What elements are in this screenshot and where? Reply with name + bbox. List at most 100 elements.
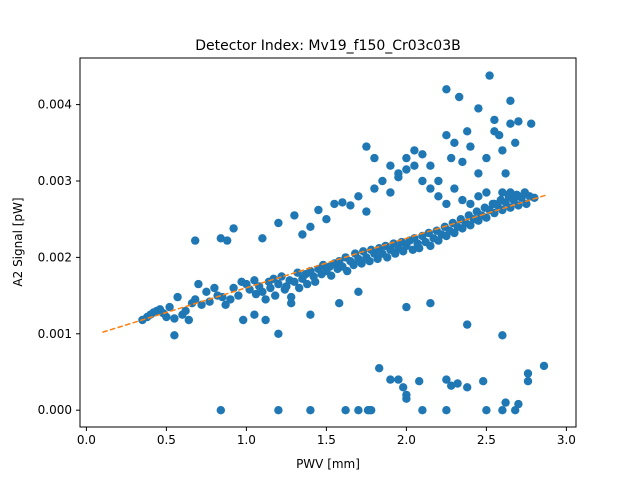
data-point [527,119,536,128]
x-tick-label: 0.5 [157,433,176,447]
data-point [335,299,344,308]
data-point [482,188,491,197]
data-point [274,279,283,289]
data-point [539,361,549,371]
data-point [482,406,491,415]
data-point [463,320,472,329]
data-point [514,192,523,201]
data-point [394,169,403,178]
data-point [197,300,206,309]
data-point [362,207,371,216]
x-axis-label: PWV [mm] [296,457,360,471]
data-point [261,295,270,304]
data-point [250,310,259,319]
data-point [394,375,403,384]
chart-title: Detector Index: Mv19_f150_Cr03c03B [195,38,460,54]
data-point [306,310,315,319]
data-point [223,236,232,245]
data-point [170,314,179,323]
data-point [258,234,267,243]
x-tick-label: 0.0 [77,433,96,447]
data-point [498,146,507,155]
data-point [290,211,299,220]
data-point [530,193,539,202]
data-point [216,406,225,415]
data-point [250,276,259,285]
data-point [261,315,270,325]
data-point [506,96,515,106]
data-point [455,92,464,102]
data-point [522,199,531,209]
data-point [511,138,520,147]
data-point [514,399,523,409]
y-tick-label: 0.002 [38,250,72,264]
data-point [386,375,395,384]
data-point [277,272,286,281]
data-point [229,283,238,293]
data-point [298,230,307,239]
data-point [266,283,275,293]
data-point [343,266,352,276]
data-point [482,213,491,222]
data-point [447,153,456,163]
data-point [479,377,488,386]
fit-line [102,194,548,333]
data-point [485,71,494,80]
data-point [184,315,193,325]
fit-line-layer [102,194,548,333]
data-point [482,153,491,163]
data-point [191,295,200,304]
data-point [311,277,320,286]
data-point [314,205,323,215]
data-point [341,406,350,415]
data-point [229,224,238,233]
data-point [453,379,462,388]
data-point [490,115,499,125]
data-point [239,315,248,325]
data-point [418,150,427,159]
data-point [498,188,507,197]
data-point [506,188,515,197]
data-point [402,153,411,163]
data-point [362,142,371,151]
data-point [303,279,312,289]
data-point [442,375,451,384]
data-point [415,377,424,386]
data-point [523,369,533,378]
data-point [274,218,283,228]
y-tick-label: 0.000 [38,403,72,417]
data-point [426,299,435,308]
data-point [466,142,475,151]
x-tick-label: 1.5 [317,433,336,447]
data-point [234,291,243,300]
data-point [216,234,225,243]
data-point [221,300,230,309]
data-point [375,364,384,373]
x-axis-ticks: 0.0 0.5 1.0 1.5 2.0 2.5 3.0 [77,427,576,447]
data-point [258,287,267,296]
data-point [306,222,315,231]
data-point [367,406,376,415]
data-point [349,260,358,270]
data-point [399,383,408,392]
data-point [466,199,475,209]
data-point [354,406,363,415]
data-point [458,195,467,205]
data-point [287,292,296,302]
x-tick-label: 2.0 [397,433,416,447]
data-point [418,406,427,415]
data-point [495,131,504,140]
data-point [442,199,451,209]
data-point [474,169,483,178]
data-point [447,381,456,390]
data-point [251,289,261,299]
data-point [306,406,315,415]
data-point [181,306,190,316]
data-point [426,241,435,251]
data-point [450,184,459,193]
data-point [173,292,182,302]
data-point [410,146,419,155]
data-point [410,161,419,170]
data-point [338,198,347,207]
